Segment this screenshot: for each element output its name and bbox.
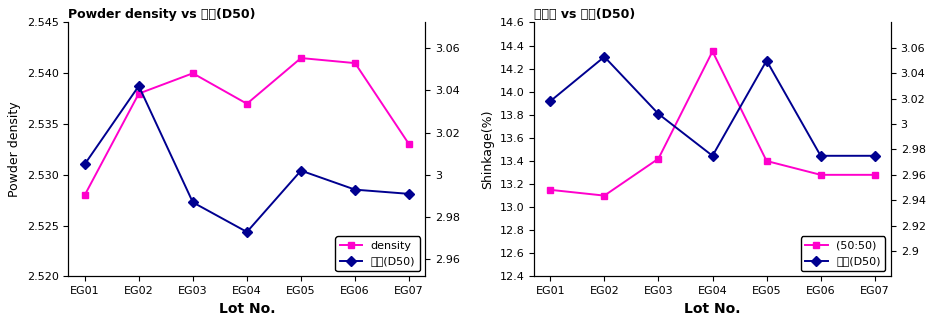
Line: (50:50): (50:50) bbox=[546, 48, 878, 199]
density bbox=[187, 71, 198, 75]
(50:50) bbox=[761, 159, 772, 163]
(50:50) bbox=[870, 173, 881, 177]
입도(D50) bbox=[349, 188, 361, 191]
Line: density: density bbox=[81, 54, 413, 199]
입도(D50) bbox=[241, 230, 252, 234]
입도(D50) bbox=[599, 55, 610, 59]
(50:50) bbox=[815, 173, 827, 177]
입도(D50) bbox=[653, 112, 664, 116]
입도(D50) bbox=[707, 154, 718, 158]
Y-axis label: Shinkage(%): Shinkage(%) bbox=[481, 110, 494, 189]
입도(D50) bbox=[403, 192, 415, 196]
Text: 수축을 vs 입도(D50): 수축을 vs 입도(D50) bbox=[534, 8, 635, 21]
density bbox=[241, 102, 252, 106]
입도(D50) bbox=[815, 154, 827, 158]
입도(D50) bbox=[870, 154, 881, 158]
(50:50) bbox=[599, 194, 610, 198]
density bbox=[79, 193, 91, 197]
Legend: density, 입도(D50): density, 입도(D50) bbox=[335, 237, 419, 271]
입도(D50) bbox=[761, 59, 772, 63]
입도(D50) bbox=[79, 162, 91, 166]
(50:50) bbox=[545, 188, 556, 192]
Text: Powder density vs 입도(D50): Powder density vs 입도(D50) bbox=[68, 8, 256, 21]
입도(D50) bbox=[545, 99, 556, 103]
Legend: (50:50), 입도(D50): (50:50), 입도(D50) bbox=[800, 237, 885, 271]
Line: 입도(D50): 입도(D50) bbox=[81, 83, 413, 236]
density bbox=[295, 56, 306, 60]
Y-axis label: Powder density: Powder density bbox=[8, 102, 21, 197]
입도(D50) bbox=[187, 200, 198, 204]
X-axis label: Lot No.: Lot No. bbox=[685, 302, 741, 316]
입도(D50) bbox=[134, 84, 145, 88]
density bbox=[134, 92, 145, 96]
(50:50) bbox=[707, 49, 718, 53]
Line: 입도(D50): 입도(D50) bbox=[546, 53, 878, 159]
density bbox=[349, 61, 361, 65]
X-axis label: Lot No.: Lot No. bbox=[219, 302, 276, 316]
입도(D50) bbox=[295, 169, 306, 173]
(50:50) bbox=[653, 157, 664, 161]
density bbox=[403, 143, 415, 146]
